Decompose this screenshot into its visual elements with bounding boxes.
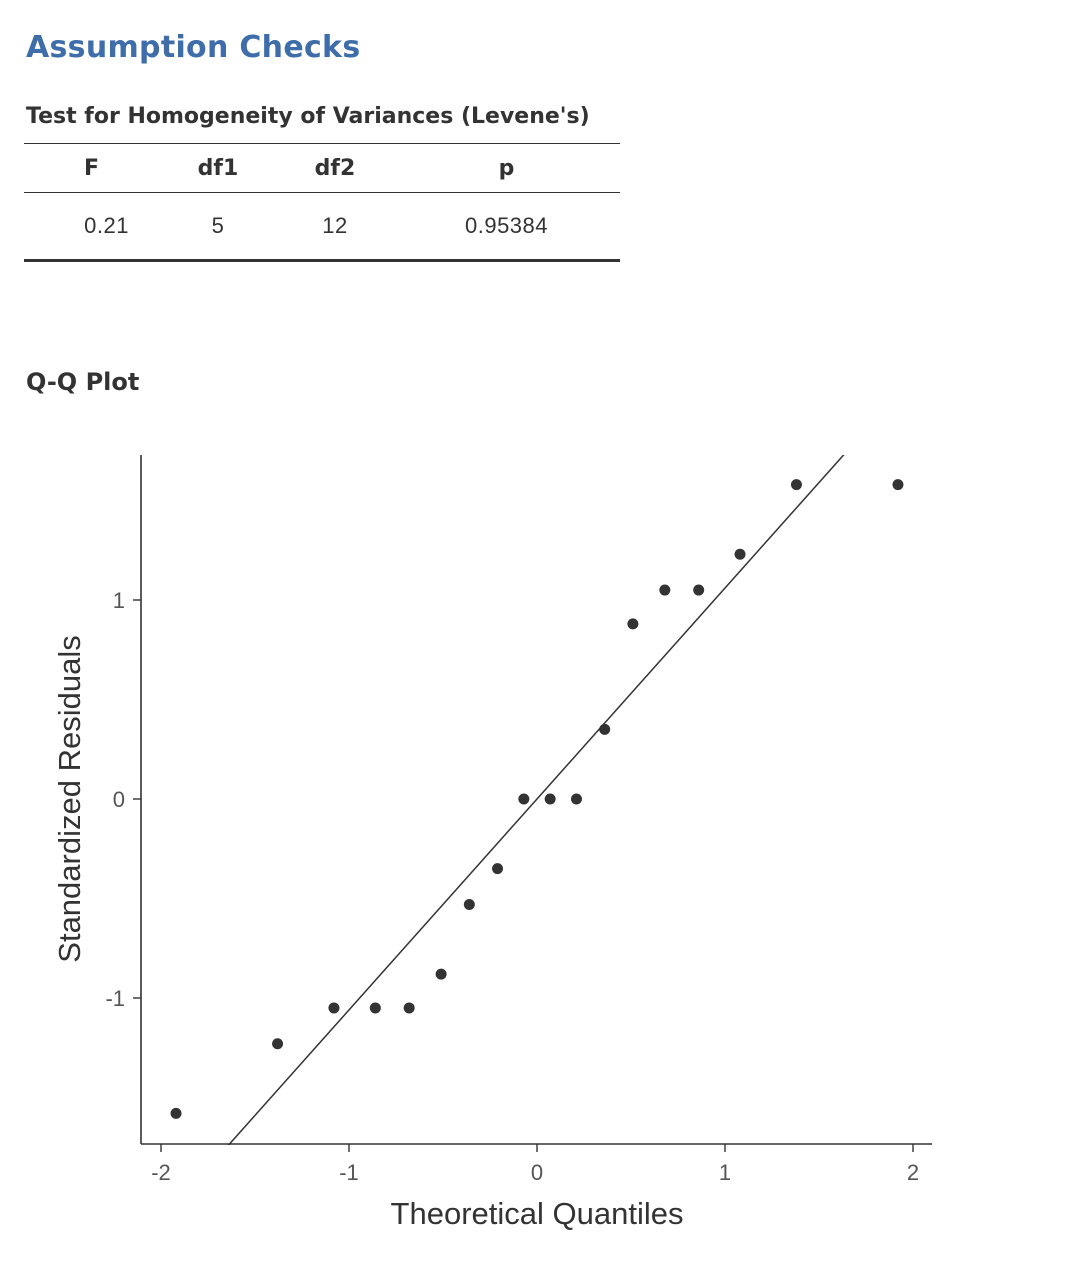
data-point [170,1107,182,1119]
x-tick-label: -1 [339,1160,359,1185]
x-tick-label: 0 [531,1160,543,1185]
data-point [693,584,705,596]
data-point [627,618,639,630]
data-point [369,1002,381,1014]
levene-table-title: Test for Homogeneity of Variances (Leven… [26,104,590,129]
x-tick-label: 2 [907,1160,919,1185]
column-header-df2: df2 [277,143,393,193]
y-tick-label: 0 [113,787,125,812]
x-tick-label: -2 [151,1160,171,1185]
qq-plot-chart: -2 -1 0 1 2 -1 0 1 Theoretical Quantiles Standa… [52,455,932,1231]
page-heading: Assumption Checks [26,30,361,65]
data-point [328,1002,340,1014]
cell-df2: 12 [277,192,393,262]
column-header-df1: df1 [159,143,277,193]
y-tick-label: -1 [105,986,125,1011]
data-point [435,968,447,980]
y-tick-label: 1 [113,588,125,613]
qq-reference-line [227,455,845,1145]
y-axis-label: Standardized Residuals [52,635,87,962]
cell-f: 0.21 [24,192,159,262]
column-header-p: p [393,143,620,193]
qq-plot-title: Q-Q Plot [26,368,140,396]
data-point [734,548,746,560]
data-point [659,584,671,596]
cell-p: 0.95384 [393,192,620,262]
levene-table: F df1 df2 p 0.21 5 12 0.95384 [24,143,620,262]
data-point [544,793,556,805]
data-point [892,479,904,491]
data-point [272,1038,284,1050]
table-row: 0.21 5 12 0.95384 [24,192,620,262]
cell-df1: 5 [159,192,277,262]
data-point [403,1002,415,1014]
data-point [790,479,802,491]
levene-header-row: F df1 df2 p [24,143,620,193]
x-axis-label: Theoretical Quantiles [391,1196,684,1231]
data-point [492,863,504,875]
data-point [599,723,611,735]
data-point [570,793,582,805]
data-point [518,793,530,805]
data-point [463,898,475,910]
x-tick-label: 1 [719,1160,731,1185]
column-header-f: F [24,143,159,193]
